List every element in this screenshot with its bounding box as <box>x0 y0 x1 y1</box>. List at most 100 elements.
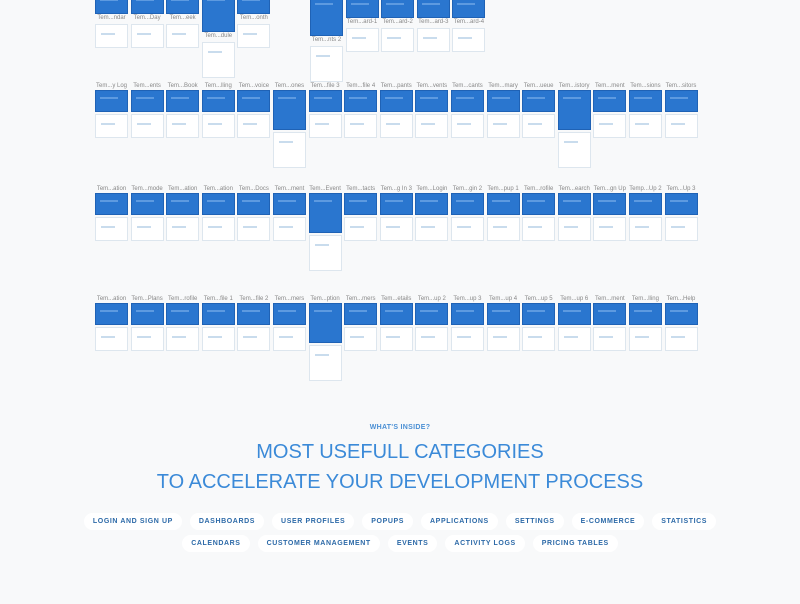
category-chip[interactable]: APPLICATIONS <box>421 513 498 530</box>
template-preview-dark[interactable] <box>664 193 698 215</box>
template-preview-dark[interactable] <box>381 0 415 18</box>
template-thumbnail[interactable]: Tem...Day <box>130 0 164 78</box>
template-thumbnail[interactable]: Tem...eek <box>166 0 200 78</box>
template-thumbnail[interactable]: Tem...Up 3 <box>664 185 698 271</box>
category-chip[interactable]: PRICING TABLES <box>532 535 618 552</box>
template-thumbnail[interactable]: Tem...lling <box>201 82 235 168</box>
template-thumbnail[interactable]: Temp...Up 2 <box>628 185 662 271</box>
template-thumbnail[interactable]: Tem...sitors <box>664 82 698 168</box>
template-preview-dark[interactable] <box>593 90 627 112</box>
template-thumbnail[interactable]: Tem...up 5 <box>522 295 556 381</box>
template-preview-light[interactable] <box>628 114 662 138</box>
template-preview-dark[interactable] <box>593 193 627 215</box>
template-preview-dark[interactable] <box>416 0 450 18</box>
template-preview-dark[interactable] <box>95 0 128 14</box>
template-preview-light[interactable] <box>593 217 627 241</box>
template-thumbnail[interactable]: Tem...lling <box>628 295 662 381</box>
template-thumbnail[interactable]: Tem...Book <box>166 82 200 168</box>
template-preview-light[interactable] <box>237 114 271 138</box>
template-preview-dark[interactable] <box>379 90 413 112</box>
template-preview-light[interactable] <box>664 114 698 138</box>
template-thumbnail[interactable]: Tem...ption <box>308 295 342 381</box>
template-preview-light[interactable] <box>310 46 343 82</box>
template-preview-dark[interactable] <box>237 90 271 112</box>
template-preview-dark[interactable] <box>379 193 413 215</box>
template-preview-dark[interactable] <box>379 303 413 325</box>
template-preview-light[interactable] <box>130 24 164 48</box>
template-preview-dark[interactable] <box>345 0 379 18</box>
template-preview-dark[interactable] <box>664 90 698 112</box>
template-preview-light[interactable] <box>272 132 306 168</box>
template-thumbnail[interactable]: Tem...onth <box>237 0 271 78</box>
template-preview-dark[interactable] <box>130 193 164 215</box>
template-preview-dark[interactable] <box>344 193 378 215</box>
template-preview-light[interactable] <box>628 217 662 241</box>
template-thumbnail[interactable]: Tem...ard-4 <box>452 0 486 82</box>
template-thumbnail[interactable]: Tem...Docs <box>237 185 271 271</box>
template-preview-light[interactable] <box>95 217 128 241</box>
template-preview-dark[interactable] <box>166 0 200 14</box>
template-thumbnail[interactable]: Tem...ation <box>95 185 128 271</box>
template-preview-dark[interactable] <box>201 90 235 112</box>
category-chip[interactable]: DASHBOARDS <box>189 513 265 530</box>
template-preview-light[interactable] <box>486 217 520 241</box>
template-preview-dark[interactable] <box>522 303 556 325</box>
template-thumbnail[interactable]: Tem...mode <box>130 185 164 271</box>
template-preview-dark[interactable] <box>130 303 164 325</box>
template-preview-light[interactable] <box>237 24 271 48</box>
template-preview-dark[interactable] <box>166 90 200 112</box>
template-preview-dark[interactable] <box>557 193 591 215</box>
template-preview-dark[interactable] <box>486 90 520 112</box>
template-thumbnail[interactable]: Tem...file 1 <box>201 295 235 381</box>
template-preview-dark[interactable] <box>272 90 306 130</box>
template-preview-dark[interactable] <box>628 90 662 112</box>
template-thumbnail[interactable]: Tem...Help <box>664 295 698 381</box>
template-thumbnail[interactable]: Tem...up 4 <box>486 295 520 381</box>
template-preview-light[interactable] <box>522 217 556 241</box>
template-preview-dark[interactable] <box>452 0 486 18</box>
template-thumbnail[interactable]: Tem...gin 2 <box>450 185 484 271</box>
template-preview-light[interactable] <box>522 327 556 351</box>
template-preview-dark[interactable] <box>130 0 164 14</box>
template-thumbnail[interactable]: Tem...up 2 <box>415 295 449 381</box>
template-thumbnail[interactable]: Tem...etails <box>379 295 413 381</box>
template-preview-light[interactable] <box>450 114 484 138</box>
template-preview-light[interactable] <box>201 42 235 78</box>
template-preview-dark[interactable] <box>95 193 128 215</box>
template-preview-dark[interactable] <box>628 303 662 325</box>
template-preview-dark[interactable] <box>310 0 343 36</box>
template-thumbnail[interactable]: Tem...pup 1 <box>486 185 520 271</box>
template-thumbnail[interactable]: Tem...g In 3 <box>379 185 413 271</box>
template-preview-dark[interactable] <box>415 90 449 112</box>
template-preview-light[interactable] <box>664 217 698 241</box>
template-thumbnail[interactable]: Tem...ation <box>95 295 128 381</box>
template-preview-dark[interactable] <box>664 303 698 325</box>
template-preview-dark[interactable] <box>450 303 484 325</box>
template-preview-light[interactable] <box>557 327 591 351</box>
template-preview-dark[interactable] <box>522 90 556 112</box>
template-preview-light[interactable] <box>486 114 520 138</box>
category-chip[interactable]: USER PROFILES <box>272 513 355 530</box>
template-preview-dark[interactable] <box>237 0 271 14</box>
template-preview-light[interactable] <box>237 327 271 351</box>
template-preview-dark[interactable] <box>450 90 484 112</box>
template-preview-dark[interactable] <box>95 303 128 325</box>
template-preview-dark[interactable] <box>237 193 271 215</box>
template-thumbnail[interactable]: Tem...file 2 <box>237 295 271 381</box>
template-thumbnail[interactable]: Tem...istory <box>557 82 591 168</box>
template-preview-light[interactable] <box>450 327 484 351</box>
template-preview-dark[interactable] <box>130 90 164 112</box>
template-thumbnail[interactable]: Tem...ard-3 <box>416 0 450 82</box>
template-preview-dark[interactable] <box>557 90 591 130</box>
template-thumbnail[interactable]: Tem...ment <box>593 295 627 381</box>
template-preview-dark[interactable] <box>201 303 235 325</box>
template-thumbnail[interactable]: Tem...ones <box>272 82 306 168</box>
template-thumbnail[interactable]: Tem...earch <box>557 185 591 271</box>
template-preview-light[interactable] <box>130 217 164 241</box>
template-preview-light[interactable] <box>522 114 556 138</box>
template-preview-light[interactable] <box>381 28 415 52</box>
template-preview-light[interactable] <box>166 217 200 241</box>
template-preview-light[interactable] <box>344 217 378 241</box>
template-preview-dark[interactable] <box>415 193 449 215</box>
template-thumbnail[interactable]: Tem...ment <box>593 82 627 168</box>
